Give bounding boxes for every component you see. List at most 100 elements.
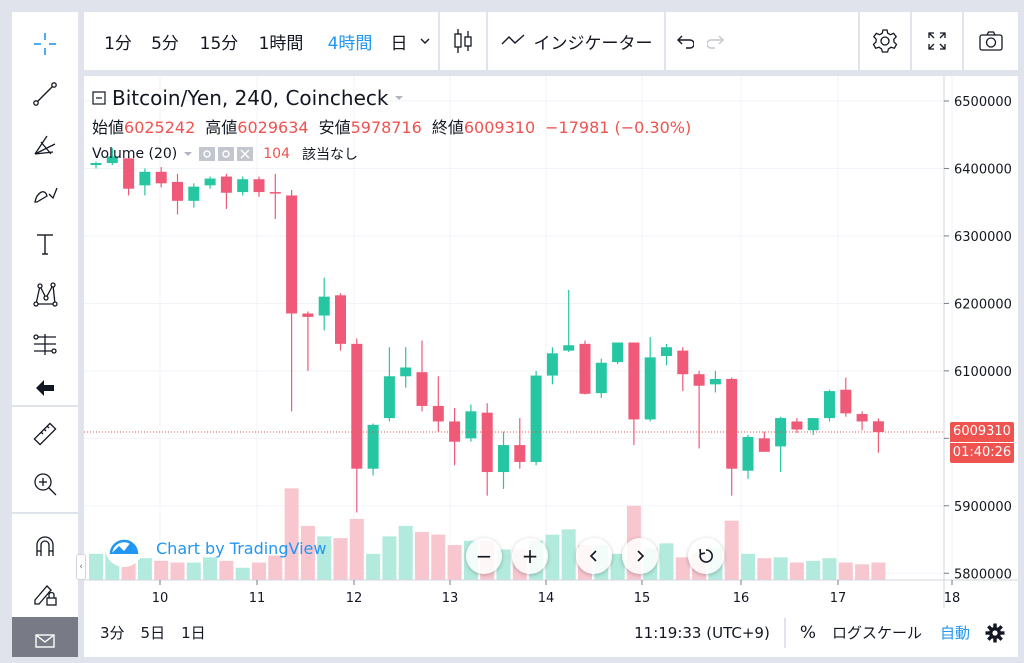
arrow-left-icon xyxy=(36,380,54,396)
interval-5m-button[interactable]: 5分 xyxy=(151,33,179,54)
volume-controls-icons[interactable] xyxy=(199,146,257,162)
volume-bar xyxy=(235,567,250,580)
undo-button[interactable] xyxy=(666,12,702,70)
hide-drawings-button[interactable] xyxy=(12,617,78,657)
low-value: 5978716 xyxy=(350,118,422,137)
lock-drawing-button[interactable] xyxy=(12,574,78,614)
chart-type-button[interactable] xyxy=(440,12,486,70)
measure-tool-button[interactable] xyxy=(12,414,78,454)
time-tick-label: 15 xyxy=(634,591,651,606)
time-tick-label: 13 xyxy=(442,591,459,606)
volume-bar xyxy=(561,529,576,580)
chart-pane[interactable]: 6500000640000063000006200000610000060000… xyxy=(76,76,1018,657)
candlestick-chart[interactable]: 6500000640000063000006200000610000060000… xyxy=(84,76,1018,608)
text-icon xyxy=(37,234,53,255)
candle-body xyxy=(318,296,330,316)
candle-body xyxy=(514,445,526,462)
candle-body xyxy=(546,353,558,376)
volume-bar xyxy=(349,518,364,580)
brush-tool-button[interactable] xyxy=(12,174,78,214)
volume-bar xyxy=(757,558,772,580)
low-label: 安値 xyxy=(318,118,351,137)
chevron-left-icon xyxy=(589,550,597,562)
prediction-tool-button[interactable] xyxy=(12,324,78,364)
time-tick-label: 17 xyxy=(830,591,847,606)
range-3m-button[interactable]: 3分 xyxy=(100,624,125,642)
volume-bar xyxy=(252,562,266,580)
chevron-right-icon xyxy=(637,550,645,562)
time-tick-label: 10 xyxy=(152,591,169,606)
fib-retracement-icon xyxy=(34,135,56,155)
range-5d-button[interactable]: 5日 xyxy=(140,624,166,642)
interval-4h-button[interactable]: 4時間 xyxy=(327,33,373,54)
time-tick-label: 18 xyxy=(944,591,961,606)
hide-toolbar-arrow-button[interactable] xyxy=(12,368,78,408)
interval-1m-button[interactable]: 1分 xyxy=(104,33,132,54)
candle-body xyxy=(139,171,151,186)
volume-label[interactable]: Volume (20) xyxy=(92,146,178,162)
chart-legend: Bitcoin/Yen, 240, Coincheck 始値6025242 高値6… xyxy=(92,86,701,164)
interval-dropdown-button[interactable] xyxy=(412,12,438,70)
candle-body xyxy=(172,181,183,201)
percent-scale-button[interactable]: % xyxy=(799,622,816,643)
candle-body xyxy=(400,367,412,377)
snapshot-button[interactable] xyxy=(964,12,1018,70)
volume-bar xyxy=(610,553,625,580)
indicators-label: インジケーター xyxy=(533,33,653,54)
candle-body xyxy=(286,195,298,314)
tradingview-watermark[interactable]: Chart by TradingView xyxy=(104,528,326,568)
volume-bar xyxy=(300,525,315,580)
text-tool-button[interactable] xyxy=(12,224,78,264)
symbol-title[interactable]: Bitcoin/Yen, 240, Coincheck xyxy=(112,86,389,110)
time-axis: 10 11 12 13 14 15 16 17 18 xyxy=(152,580,961,606)
clock-timezone[interactable]: 11:19:33 (UTC+9) xyxy=(634,623,770,642)
range-1d-button[interactable]: 1日 xyxy=(181,624,206,642)
reset-chart-button[interactable] xyxy=(688,538,724,574)
magnet-tool-button[interactable] xyxy=(12,526,78,566)
scroll-right-button[interactable] xyxy=(622,538,658,574)
gear-icon[interactable] xyxy=(984,622,1006,644)
indicators-button[interactable]: インジケーター xyxy=(488,12,664,70)
zoom-tool-button[interactable] xyxy=(12,464,78,504)
high-label: 高値 xyxy=(205,118,238,137)
volume-bar xyxy=(724,520,739,580)
chevron-down-icon[interactable] xyxy=(183,149,193,159)
candle-body xyxy=(628,342,640,420)
collapse-toolbar-handle[interactable]: ‹ xyxy=(76,554,86,580)
price-tick-label: 6300000 xyxy=(954,230,1012,245)
interval-15m-button[interactable]: 15分 xyxy=(199,33,239,54)
price-tick-label: 6200000 xyxy=(954,297,1012,312)
fib-tool-button[interactable] xyxy=(12,124,78,164)
collapse-legend-icon[interactable] xyxy=(92,91,106,105)
trend-line-icon xyxy=(33,82,57,106)
volume-bar xyxy=(203,557,218,580)
zoom-in-button[interactable]: + xyxy=(512,538,548,574)
time-tick-label: 12 xyxy=(346,591,363,606)
interval-1d-button[interactable]: 日 xyxy=(390,33,408,54)
candle-body xyxy=(530,375,542,462)
log-scale-button[interactable]: ログスケール xyxy=(831,624,922,642)
candle-body xyxy=(383,376,395,419)
time-tick-label: 16 xyxy=(733,591,750,606)
zoom-out-button[interactable]: − xyxy=(466,538,502,574)
zoom-in-icon xyxy=(34,473,57,496)
candle-body xyxy=(90,163,102,166)
redo-button[interactable] xyxy=(702,12,732,70)
ruler-icon xyxy=(33,422,57,446)
candle-body xyxy=(432,405,444,422)
volume-bar xyxy=(186,562,201,580)
settings-button[interactable] xyxy=(860,12,910,70)
fullscreen-button[interactable] xyxy=(912,12,962,70)
crosshair-tool-button[interactable] xyxy=(12,24,78,64)
trend-line-tool-button[interactable] xyxy=(12,74,78,114)
scroll-left-button[interactable] xyxy=(576,538,612,574)
high-value: 6029634 xyxy=(237,118,309,137)
chevron-left-icon: ‹ xyxy=(79,562,83,572)
volume-legend-row: Volume (20) 104 該当なし xyxy=(92,144,701,164)
chevron-down-icon[interactable] xyxy=(394,93,404,103)
candle-body xyxy=(693,374,705,386)
pattern-tool-button[interactable] xyxy=(12,274,78,314)
interval-1h-button[interactable]: 1時間 xyxy=(258,33,304,54)
price-tick-label: 5800000 xyxy=(954,567,1012,582)
auto-scale-button[interactable]: 自動 xyxy=(939,624,970,642)
